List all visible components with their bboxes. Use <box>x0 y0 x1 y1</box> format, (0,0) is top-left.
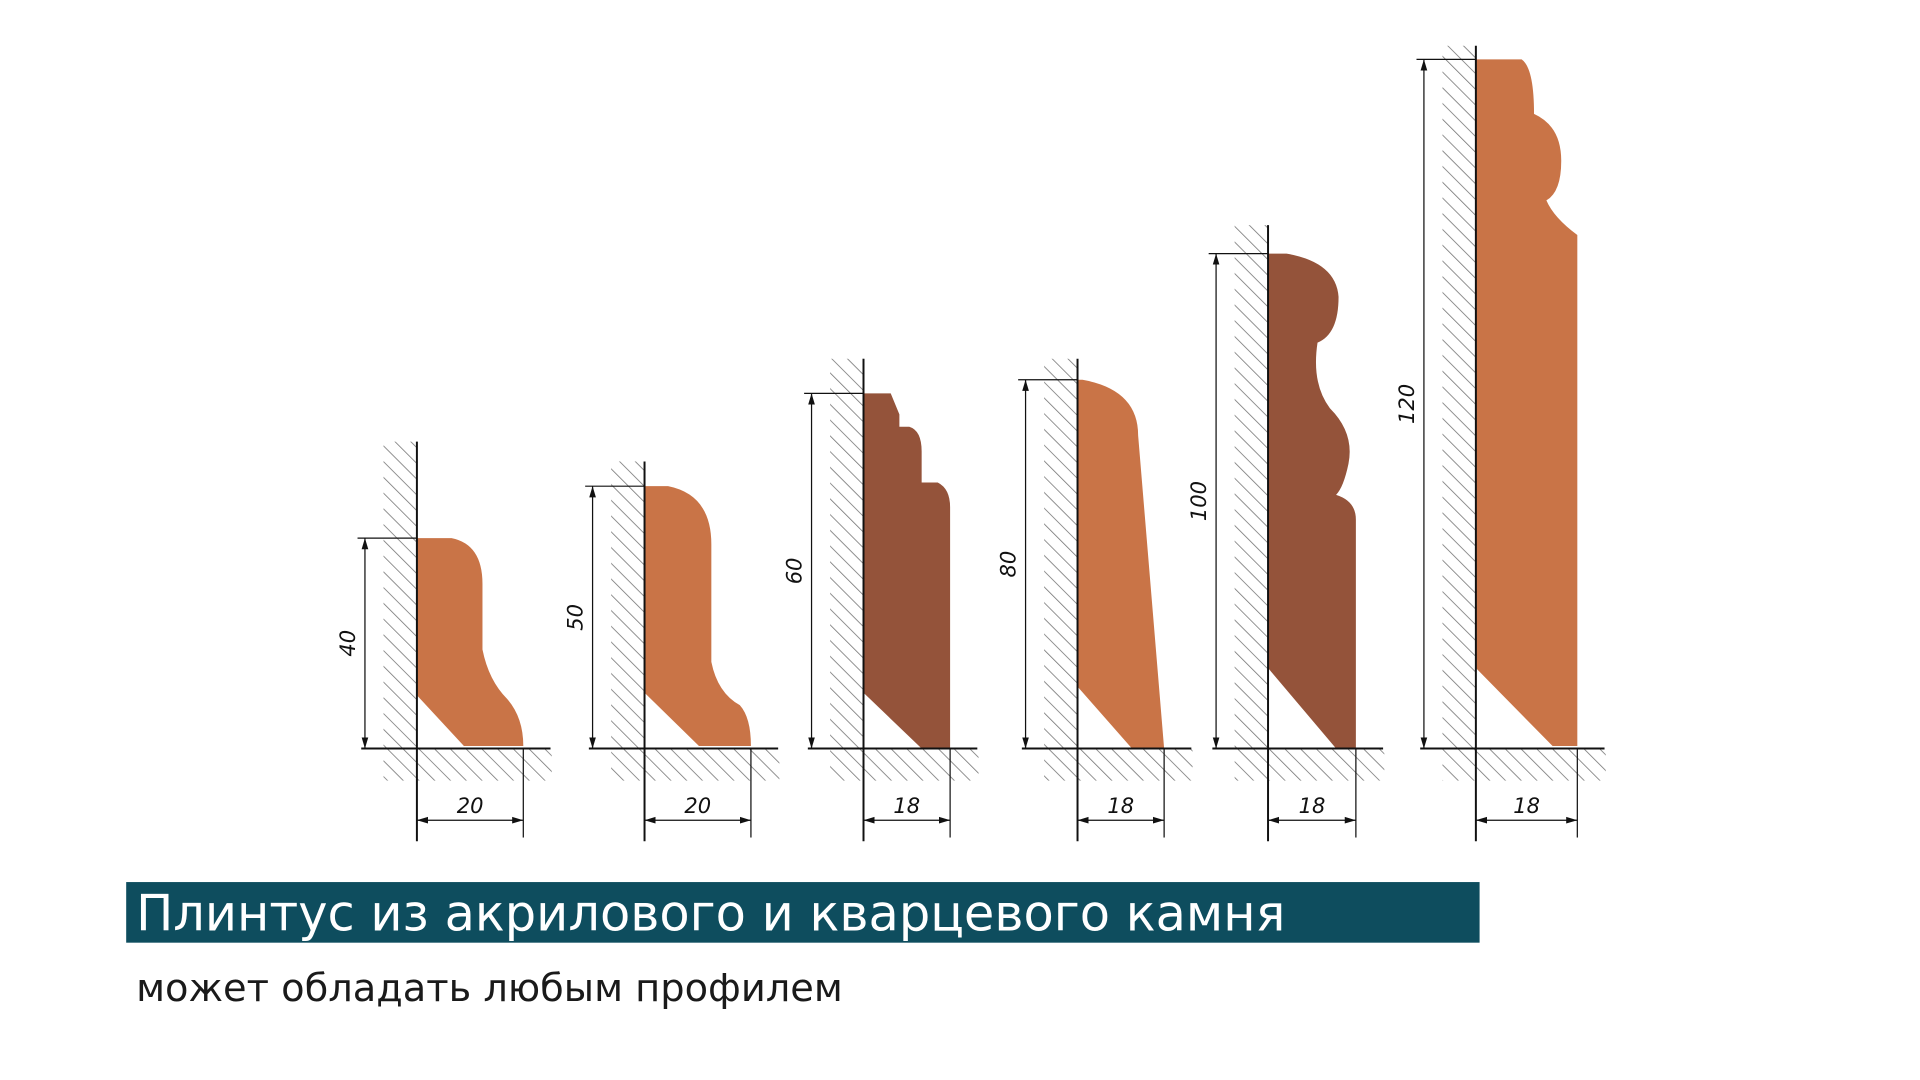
profile: 40 20 <box>335 441 552 842</box>
wall-hatch <box>611 461 645 749</box>
wall-hatch <box>830 358 864 749</box>
floor-hatch <box>1044 748 1193 781</box>
width-label: 18 <box>1513 793 1540 818</box>
floor-hatch <box>830 748 979 781</box>
wall-hatch <box>383 441 417 749</box>
wall-hatch <box>1442 45 1476 749</box>
profile-shape <box>863 393 951 749</box>
profile: 100 18 <box>1186 225 1385 842</box>
floor-hatch <box>1442 748 1606 781</box>
floor-hatch <box>611 748 780 781</box>
floor-hatch <box>1234 748 1385 781</box>
width-label: 18 <box>1107 793 1134 818</box>
title: Плинтус из акрилового и кварцевого камня <box>136 884 1285 942</box>
width-label: 18 <box>1299 793 1326 818</box>
profile: 50 20 <box>563 461 780 842</box>
height-label: 60 <box>782 558 807 585</box>
height-label: 100 <box>1186 481 1211 521</box>
profile: 120 18 <box>1394 45 1606 842</box>
profile: 60 18 <box>782 358 979 842</box>
width-label: 18 <box>893 793 920 818</box>
width-label: 20 <box>684 793 711 818</box>
height-label: 120 <box>1394 384 1419 424</box>
profile-shape <box>1475 59 1578 746</box>
wall-hatch <box>1044 358 1078 749</box>
height-label: 80 <box>996 551 1021 578</box>
width-label: 20 <box>457 793 484 818</box>
wall-hatch <box>1234 225 1269 749</box>
profile-shape <box>644 486 751 746</box>
profile: 80 18 <box>996 358 1193 842</box>
profile-shape <box>1077 379 1165 749</box>
height-label: 50 <box>563 604 588 631</box>
profile-shape <box>1268 253 1356 749</box>
height-label: 40 <box>335 630 360 657</box>
profiles: 40 20 50 20 60 18 80 18 100 18 120 18 <box>335 45 1606 842</box>
floor-hatch <box>383 748 552 781</box>
subtitle: может обладать любым профилем <box>136 966 843 1011</box>
profile-shape <box>416 538 524 746</box>
title-band <box>126 882 1480 943</box>
